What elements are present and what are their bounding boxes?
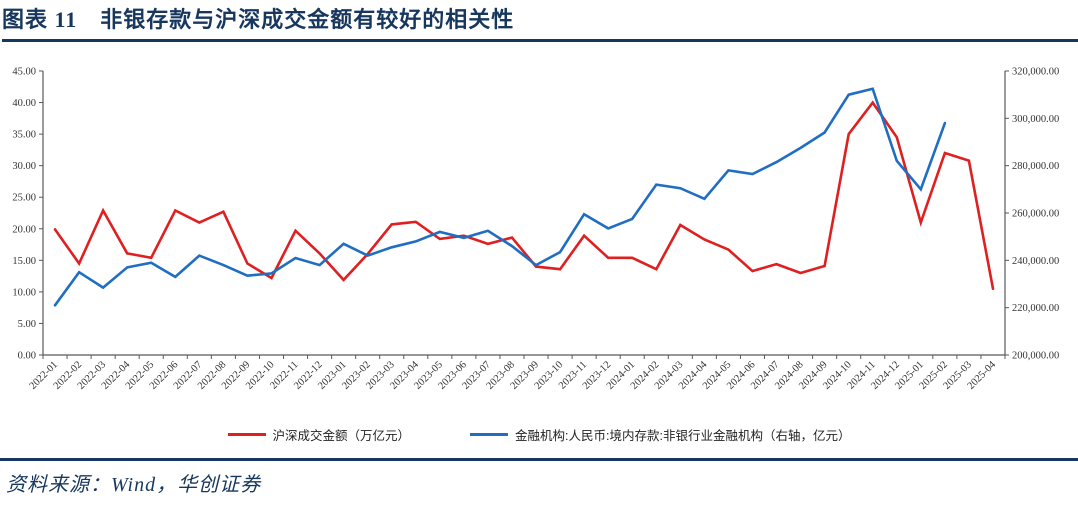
svg-text:10.00: 10.00 — [12, 287, 36, 298]
svg-text:40.00: 40.00 — [12, 98, 36, 109]
footer-divider — [0, 458, 1078, 461]
svg-text:25.00: 25.00 — [12, 193, 36, 204]
svg-text:260,000.00: 260,000.00 — [1012, 209, 1059, 220]
source-note: 资料来源：Wind，华创证券 — [6, 473, 262, 496]
chart-canvas: 0.00 5.00 10.00 15.00 20.00 25.00 30.00 35.00 40… — [12, 67, 1059, 392]
svg-text:45.00: 45.00 — [12, 67, 36, 78]
svg-text:320,000.00: 320,000.00 — [1012, 67, 1059, 78]
figure-header: 图表 11 非银存款与沪深成交金额有较好的相关性 — [0, 0, 1078, 42]
legend-label-deposits: 金融机构:人民币:境内存款:非银行业金融机构（右轴，亿元） — [515, 428, 851, 443]
svg-text:5.00: 5.00 — [18, 319, 36, 330]
svg-text:240,000.00: 240,000.00 — [1012, 256, 1059, 267]
svg-text:35.00: 35.00 — [12, 130, 36, 141]
title-underline — [2, 39, 1078, 42]
blue-line-swatch — [470, 432, 509, 436]
svg-text:200,000.00: 200,000.00 — [1012, 351, 1059, 362]
figure-title: 图表 11 非银存款与沪深成交金额有较好的相关性 — [2, 7, 515, 32]
svg-text:0.00: 0.00 — [18, 351, 36, 362]
svg-text:30.00: 30.00 — [12, 161, 36, 172]
legend-label-turnover: 沪深成交金额（万亿元） — [272, 428, 411, 443]
svg-text:220,000.00: 220,000.00 — [1012, 303, 1059, 314]
legend-item-turnover: 沪深成交金额（万亿元） — [227, 425, 411, 444]
svg-text:280,000.00: 280,000.00 — [1012, 161, 1059, 172]
legend-item-deposits: 金融机构:人民币:境内存款:非银行业金融机构（右轴，亿元） — [470, 425, 850, 444]
svg-text:20.00: 20.00 — [12, 224, 36, 235]
red-line-swatch — [227, 432, 266, 436]
svg-text:15.00: 15.00 — [12, 256, 36, 267]
chart-legend: 沪深成交金额（万亿元） 金融机构:人民币:境内存款:非银行业金融机构（右轴，亿元… — [0, 424, 1078, 444]
svg-text:300,000.00: 300,000.00 — [1012, 114, 1059, 125]
